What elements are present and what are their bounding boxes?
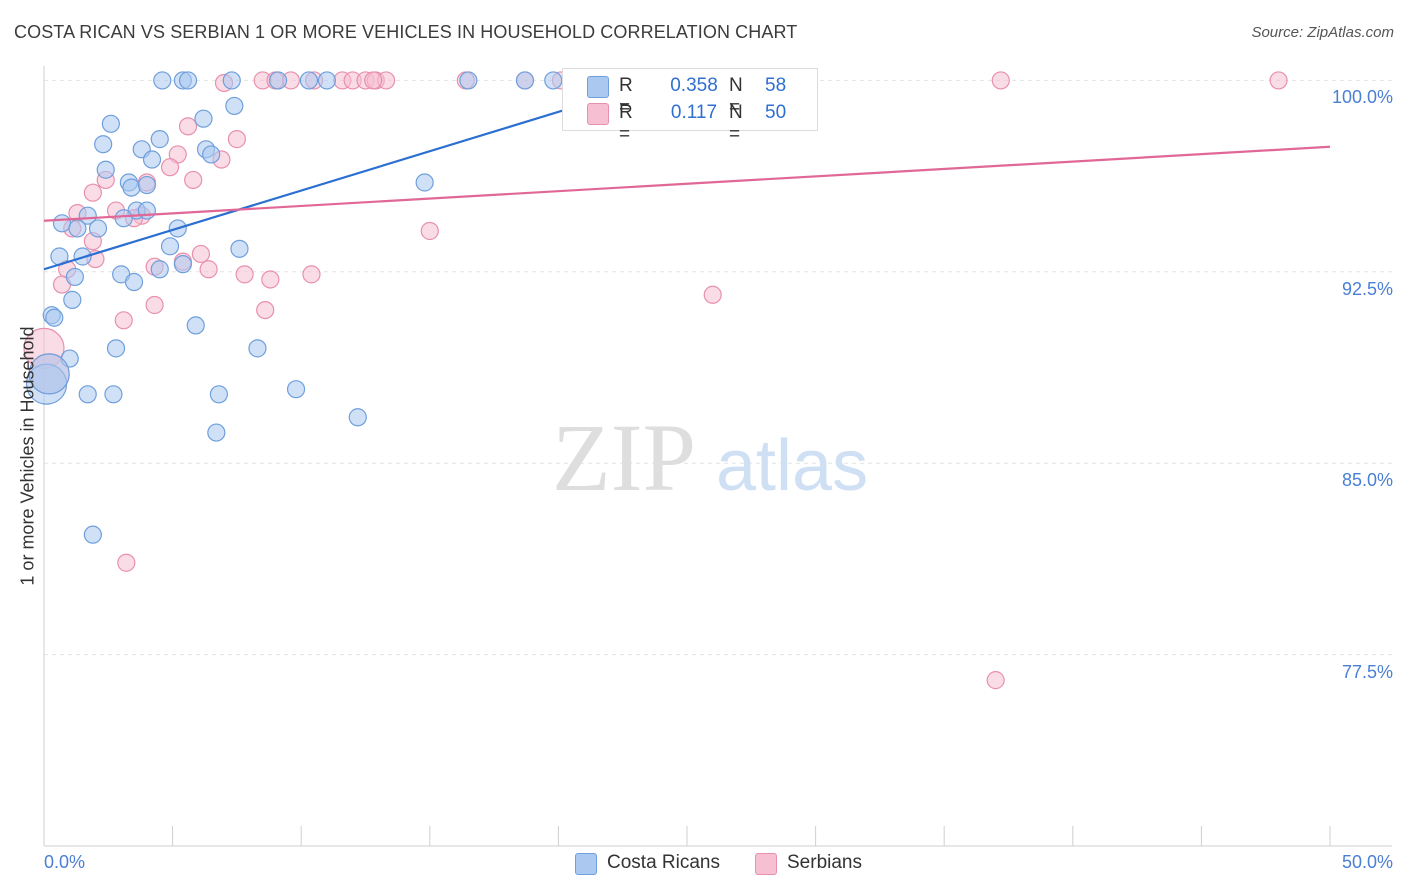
costa-ricans-point [101, 114, 120, 133]
costa-ricans-point [96, 160, 115, 179]
axes [43, 66, 1392, 847]
costa-ricans-point [186, 316, 205, 335]
costa-ricans-point [459, 71, 478, 90]
costa-ricans-point [142, 150, 162, 169]
legend-swatch-pink [587, 103, 609, 125]
n-value: 50 [765, 102, 787, 123]
costa-ricans-point [207, 423, 226, 442]
costa-ricans-point [317, 71, 337, 90]
chart-title: COSTA RICAN VS SERBIAN 1 OR MORE VEHICLE… [14, 22, 798, 42]
serbians-point [145, 295, 164, 315]
legend-swatch-blue [587, 76, 609, 98]
n-label: N = [729, 75, 743, 118]
serbians-point [117, 553, 136, 572]
legend-label: Serbians [787, 852, 862, 873]
y-axis-label: 1 or more Vehicles in Household [17, 326, 38, 586]
costa-ricans-point [78, 385, 97, 404]
serbians-points [23, 71, 1288, 690]
costa-ricans-point [106, 339, 126, 358]
serbians-point [184, 170, 203, 190]
costa-ricans-point [268, 71, 288, 90]
costa-ricans-point [124, 272, 144, 292]
legend-label: Costa Ricans [607, 852, 720, 873]
costa-ricans-point [28, 353, 70, 395]
serbians-point [364, 71, 383, 90]
watermark-atlas: atlas [716, 426, 868, 506]
serbians-point [83, 183, 102, 202]
serbians-point [199, 260, 218, 279]
y-tick-label: 77.5% [1341, 661, 1393, 682]
costa-ricans-point [65, 267, 84, 287]
costa-ricans-point [415, 173, 434, 192]
serbians-point [991, 71, 1010, 90]
costa-ricans-point [209, 385, 228, 404]
costa-ricans-point [153, 71, 172, 90]
r-label: R = [619, 102, 633, 145]
costa-ricans-point [222, 71, 241, 90]
costa-ricans-point [122, 178, 141, 197]
y-tick-label: 100.0% [1331, 87, 1393, 108]
costa-ricans-point [150, 130, 169, 149]
costa-ricans-point [248, 339, 267, 358]
correlation-legend: R = 0.358 N = 58 R = 0.117 N = 50 [562, 68, 818, 145]
costa-ricans-trend-line [43, 79, 662, 271]
y-tick-label: 92.5% [1341, 278, 1393, 299]
costa-ricans-point [137, 175, 156, 195]
costa-ricans-point [173, 255, 192, 274]
r-value: 0.117 [670, 102, 718, 123]
gridlines [44, 79, 1392, 656]
costa-ricans-point [299, 71, 319, 90]
source-label: Source: ZipAtlas.com [1251, 24, 1394, 41]
x-tick-max: 50.0% [1341, 852, 1393, 872]
costa-ricans-point [68, 219, 87, 238]
costa-ricans-point [194, 109, 213, 128]
watermark-zip: ZIP [552, 404, 696, 511]
costa-ricans-point [544, 71, 563, 90]
legend-swatch-pink [755, 853, 777, 875]
costa-ricans-point [202, 145, 221, 164]
costa-ricans-point [114, 209, 133, 228]
n-value: 58 [765, 75, 787, 96]
serbians-point [178, 117, 198, 136]
costa-ricans-point [88, 219, 108, 238]
costa-ricans-point [160, 237, 180, 256]
serbians-point [420, 221, 439, 241]
serbians-point [227, 130, 246, 149]
legend-swatch-blue [575, 853, 597, 875]
costa-ricans-point [94, 135, 113, 154]
serbians-point [261, 270, 280, 289]
serbians-point [302, 265, 321, 284]
costa-ricans-point [286, 380, 306, 399]
costa-ricans-point [225, 96, 244, 116]
costa-ricans-point [78, 206, 97, 225]
costa-ricans-point [45, 308, 64, 327]
costa-ricans-point [137, 201, 156, 220]
costa-ricans-point [104, 385, 123, 404]
serbians-point [191, 244, 210, 264]
costa-ricans-point [230, 239, 249, 258]
costa-ricans-point [348, 408, 367, 427]
r-value: 0.358 [670, 75, 718, 96]
serbians-point [235, 265, 254, 284]
costa-ricans-point [52, 214, 72, 233]
costa-ricans-point [515, 71, 535, 90]
serbians-point [986, 671, 1005, 690]
serbians-trend-line [43, 145, 1331, 222]
r-label: R = [619, 75, 633, 118]
x-tick-min: 0.0% [44, 852, 86, 872]
watermark: ZIP atlas [552, 404, 868, 511]
costa-ricans-point [63, 290, 82, 309]
y-tick-label: 85.0% [1341, 470, 1393, 491]
trend-lines [43, 79, 1331, 271]
costa-ricans-point [83, 525, 102, 544]
costa-ricans-point [178, 71, 198, 90]
costa-ricans-point [150, 260, 169, 279]
serbians-point [160, 158, 180, 177]
n-label: N = [729, 102, 743, 145]
serbians-point [703, 285, 722, 304]
serbians-point [1269, 71, 1288, 90]
serbians-point [256, 300, 275, 320]
serbians-point [114, 311, 133, 330]
